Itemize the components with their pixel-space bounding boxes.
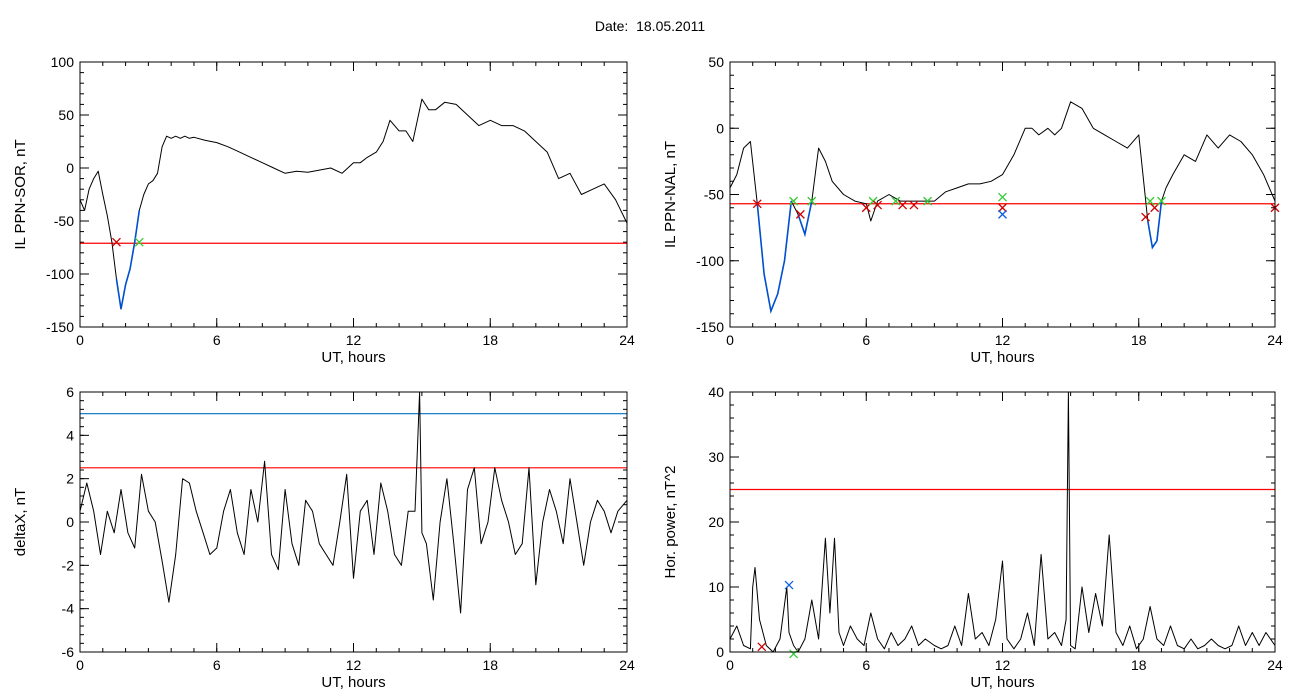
series-trace xyxy=(729,101,1276,312)
x-tick-label: 18 xyxy=(482,657,498,673)
y-tick-label: 40 xyxy=(708,384,724,400)
x-tick-label: 18 xyxy=(1131,657,1147,673)
y-tick-label: -100 xyxy=(46,266,74,282)
x-tick-label: 6 xyxy=(862,332,870,348)
panel-4: 0 6 12 18 24 0 10 20 30 40 UT, hours Hor. power, nT… xyxy=(662,384,1283,691)
marker-x-green xyxy=(807,196,817,206)
marker-x-red xyxy=(898,200,908,210)
marker-x-green xyxy=(789,196,799,206)
series-trace xyxy=(79,391,628,614)
x-tick-label: 24 xyxy=(1267,332,1283,348)
y-tick-label: 50 xyxy=(58,107,74,123)
marker-x-blue xyxy=(998,209,1007,219)
marker-x-red xyxy=(873,200,883,210)
y-axis-label: Hor. power, nT^2 xyxy=(662,466,679,579)
y-tick-label: -2 xyxy=(62,557,75,573)
y-tick-label: 10 xyxy=(708,579,724,595)
y-tick-label: 6 xyxy=(66,384,74,400)
date-label: Date: xyxy=(594,18,629,34)
marker-x-green xyxy=(998,192,1007,202)
x-tick-label: 0 xyxy=(76,332,84,348)
x-tick-label: 24 xyxy=(619,332,635,348)
x-tick-label: 6 xyxy=(213,657,221,673)
marker-x-blue xyxy=(784,580,794,590)
minor-ticks xyxy=(729,391,1276,653)
y-tick-label: 0 xyxy=(716,644,724,660)
marker-x-green xyxy=(891,196,901,206)
x-axis-label: UT, hours xyxy=(970,674,1034,691)
date-value: 18.05.2011 xyxy=(636,18,706,34)
x-tick-label: 18 xyxy=(482,332,498,348)
y-tick-label: 2 xyxy=(66,471,74,487)
marker-x-red xyxy=(909,200,919,210)
marker-x-green xyxy=(789,649,799,659)
marker-x-red xyxy=(752,199,762,209)
y-tick-label: 4 xyxy=(66,427,74,443)
x-axis-label: UT, hours xyxy=(321,674,385,691)
x-axis-label: UT, hours xyxy=(321,349,385,366)
x-tick-label: 0 xyxy=(726,332,734,348)
plot-frame xyxy=(729,61,1276,328)
plot-frame xyxy=(729,391,1276,653)
x-tick-label: 12 xyxy=(995,657,1011,673)
minor-ticks xyxy=(79,391,628,653)
y-tick-label: -150 xyxy=(696,319,724,335)
marker-x-red xyxy=(1150,203,1160,213)
x-tick-label: 24 xyxy=(619,657,635,673)
highlight-segment xyxy=(115,210,141,310)
x-tick-label: 6 xyxy=(213,332,221,348)
marker-x-red xyxy=(1141,212,1151,222)
x-tick-label: 18 xyxy=(1131,332,1147,348)
minor-ticks xyxy=(729,61,1276,328)
marker-x-red xyxy=(998,203,1007,213)
highlight-segment xyxy=(797,200,813,238)
marker-x-green xyxy=(1156,196,1166,206)
plot-frame xyxy=(79,391,628,653)
x-tick-label: 12 xyxy=(346,657,362,673)
y-tick-label: -6 xyxy=(62,644,75,660)
marker-x-green xyxy=(134,237,144,247)
y-tick-label: -150 xyxy=(46,319,74,335)
y-axis-label: IL PPN-SOR, nT xyxy=(12,139,29,249)
series-trace xyxy=(79,98,628,310)
series-trace xyxy=(729,391,1276,653)
highlight-segment xyxy=(1147,201,1163,250)
marker-x-green xyxy=(1145,196,1155,206)
y-tick-label: 30 xyxy=(708,449,724,465)
marker-x-red xyxy=(861,203,871,213)
marker-x-red xyxy=(795,209,805,219)
x-tick-label: 12 xyxy=(346,332,362,348)
figure-date-title: Date: 18.05.2011 xyxy=(0,18,1300,34)
minor-ticks xyxy=(79,61,628,328)
y-tick-label: -100 xyxy=(696,253,724,269)
y-tick-label: -4 xyxy=(62,601,75,617)
x-tick-label: 24 xyxy=(1267,657,1283,673)
y-tick-label: 0 xyxy=(66,514,74,530)
x-axis-label: UT, hours xyxy=(970,349,1034,366)
y-tick-label: -50 xyxy=(54,213,74,229)
panel-2: 0 6 12 18 24 -150 -100 -50 0 50 UT, hours IL PPN-NA… xyxy=(662,54,1283,366)
y-axis-label: deltaX, nT xyxy=(12,488,29,556)
y-tick-label: -50 xyxy=(704,187,724,203)
x-tick-label: 0 xyxy=(726,657,734,673)
y-tick-label: 50 xyxy=(708,54,724,70)
y-axis-label: IL PPN-NAL, nT xyxy=(662,141,679,248)
x-tick-label: 6 xyxy=(862,657,870,673)
y-tick-label: 0 xyxy=(716,120,724,136)
y-tick-label: 20 xyxy=(708,514,724,530)
marker-x-green xyxy=(923,196,933,206)
marker-x-red xyxy=(757,642,767,652)
marker-x-red xyxy=(112,237,121,247)
highlight-segment xyxy=(756,201,793,314)
plot-frame xyxy=(79,61,628,328)
y-tick-label: 0 xyxy=(66,160,74,176)
x-tick-label: 12 xyxy=(995,332,1011,348)
x-tick-label: 0 xyxy=(76,657,84,673)
panel-1: 0 6 12 18 24 -150 -100 -50 0 50 100 UT, hours IL PPN… xyxy=(12,54,635,366)
y-tick-label: 100 xyxy=(51,54,75,70)
